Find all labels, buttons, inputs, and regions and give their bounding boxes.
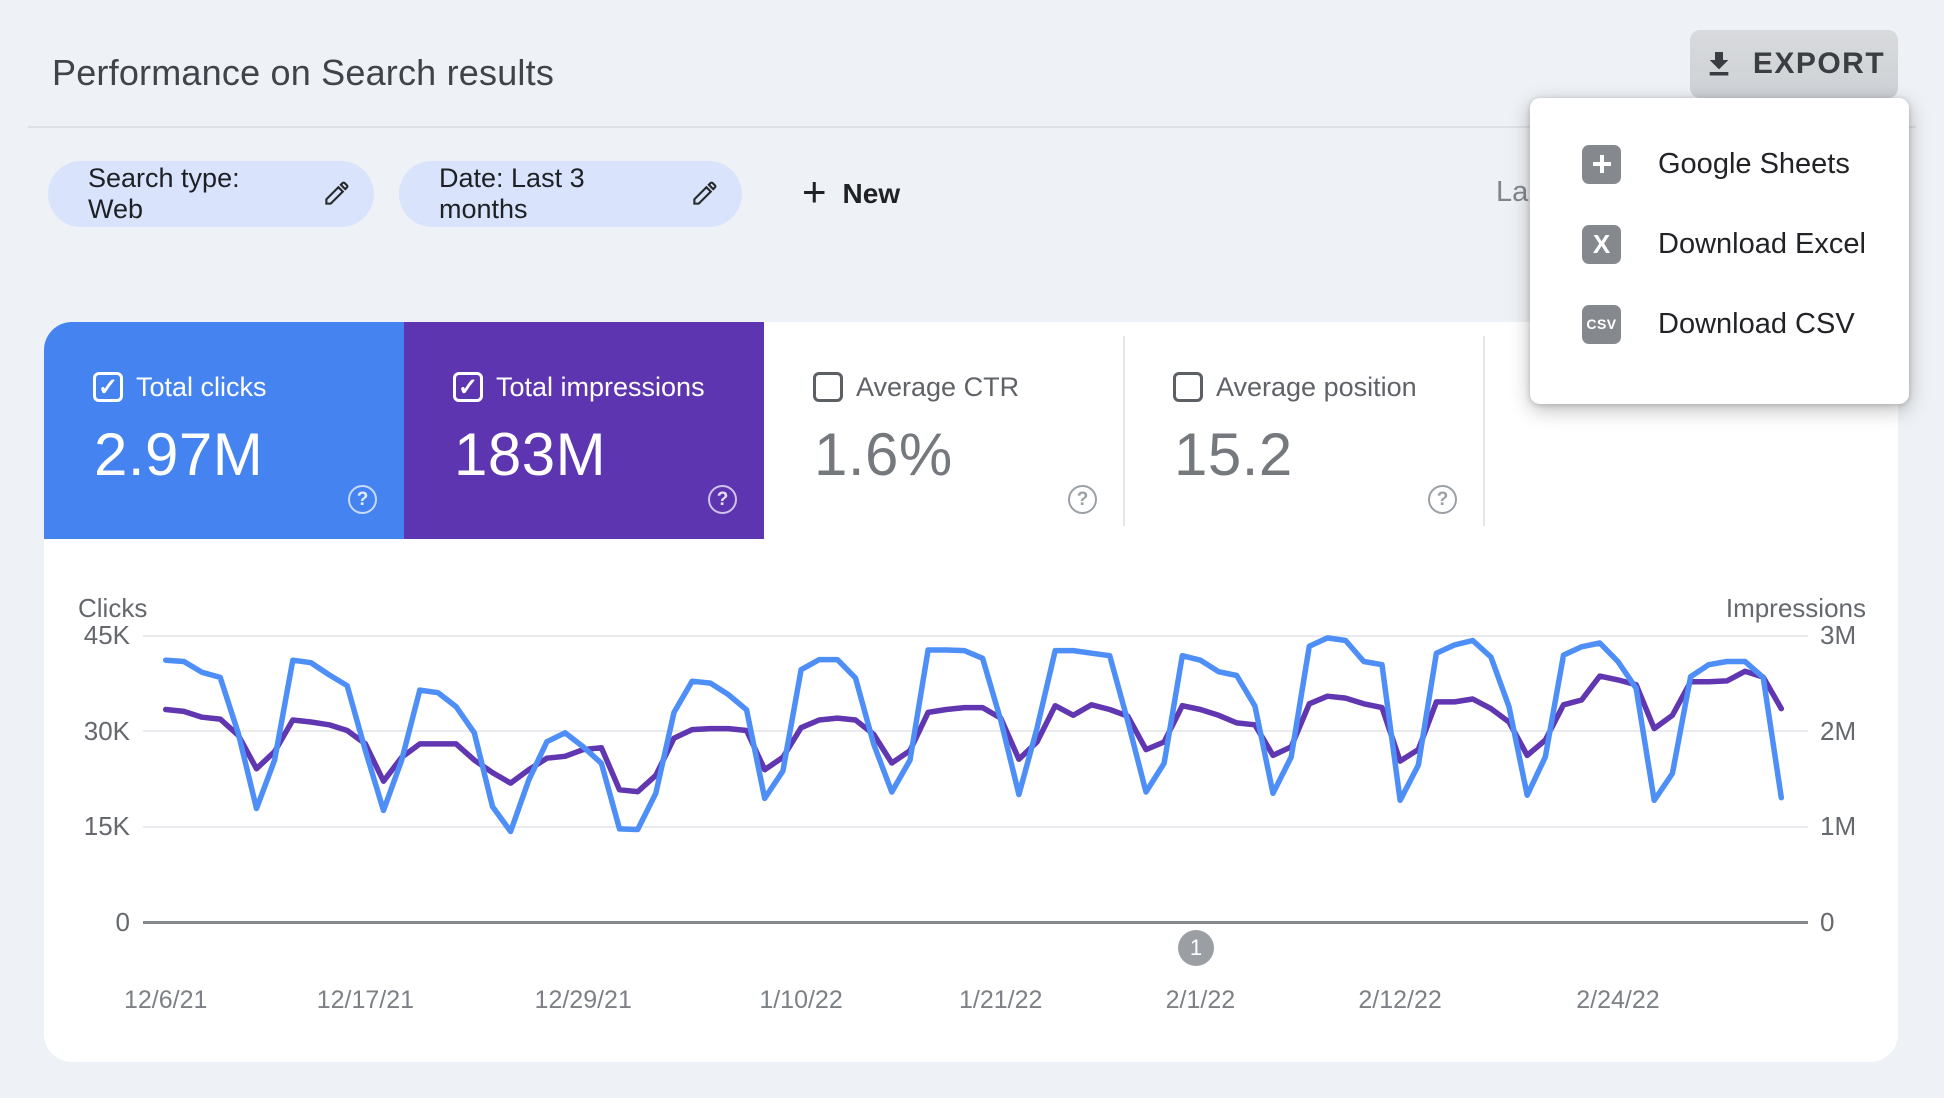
x-axis-date-label: 12/29/21	[534, 986, 632, 1014]
left-axis-tick: 0	[115, 906, 130, 937]
gridline	[143, 730, 1808, 732]
x-axis-date-label: 2/24/22	[1576, 986, 1660, 1014]
menu-item-google-sheets[interactable]: Google Sheets	[1530, 124, 1909, 204]
x-axis-date-label: 2/1/22	[1165, 986, 1236, 1014]
right-axis-tick: 1M	[1820, 811, 1857, 841]
page-title: Performance on Search results	[52, 52, 555, 93]
x-axis-date-label: 2/12/22	[1358, 986, 1442, 1014]
right-axis-tick: 3M	[1820, 620, 1857, 650]
average-position-checkbox[interactable]	[1173, 372, 1203, 402]
left-axis-tick: 30K	[83, 715, 130, 746]
total-clicks-checkbox[interactable]	[93, 372, 123, 402]
metric-card-average-position[interactable]: Average position 15.2 ?	[1124, 322, 1484, 539]
metric-label: Total clicks	[136, 371, 267, 402]
export-dropdown-menu: Google Sheets X Download Excel CSV Downl…	[1530, 98, 1909, 404]
new-filter-label: New	[842, 178, 901, 209]
help-icon[interactable]: ?	[1068, 485, 1097, 514]
search-type-chip[interactable]: Search type: Web	[48, 161, 374, 227]
clicks-line	[162, 635, 1785, 835]
metric-label: Average CTR	[856, 371, 1020, 402]
total-impressions-checkbox[interactable]	[453, 372, 483, 402]
menu-item-label: Download CSV	[1658, 307, 1855, 340]
menu-item-label: Download Excel	[1658, 227, 1866, 260]
help-icon[interactable]: ?	[708, 485, 737, 514]
performance-card: Total clicks 2.97M ? Total impressions 1…	[44, 322, 1898, 1062]
new-filter-button[interactable]: + New	[790, 161, 912, 227]
left-axis-tick: 45K	[83, 620, 130, 650]
excel-icon: X	[1582, 224, 1621, 264]
metric-value: 15.2	[1174, 421, 1293, 488]
metric-value: 1.6%	[814, 421, 953, 488]
help-icon[interactable]: ?	[348, 485, 377, 514]
menu-item-download-excel[interactable]: X Download Excel	[1530, 204, 1909, 284]
metric-value: 2.97M	[94, 421, 264, 488]
edit-pencil-icon[interactable]	[690, 180, 718, 208]
card-divider	[1123, 336, 1125, 526]
x-axis-date-label: 1/21/22	[959, 986, 1043, 1014]
export-button[interactable]: EXPORT	[1690, 30, 1898, 98]
plus-icon: +	[802, 168, 827, 215]
last-updated-text-truncated: La	[1496, 176, 1529, 208]
x-axis-zero-line	[143, 921, 1808, 924]
date-filter-chip[interactable]: Date: Last 3 months	[399, 161, 742, 227]
search-type-chip-label: Search type: Web	[88, 163, 240, 224]
metric-card-average-ctr[interactable]: Average CTR 1.6% ?	[764, 322, 1124, 539]
gridline	[143, 826, 1808, 828]
metric-label: Average position	[1216, 371, 1417, 402]
metric-label: Total impressions	[496, 371, 705, 402]
header-divider	[28, 126, 1916, 128]
date-filter-chip-label: Date: Last 3 months	[439, 163, 585, 224]
average-ctr-checkbox[interactable]	[813, 372, 843, 402]
right-axis-title: Impressions	[1725, 593, 1866, 623]
metric-value: 183M	[454, 421, 607, 488]
left-axis-title: Clicks	[78, 593, 148, 623]
metric-card-total-clicks[interactable]: Total clicks 2.97M ?	[44, 322, 404, 539]
metric-card-total-impressions[interactable]: Total impressions 183M ?	[404, 322, 764, 539]
export-button-label: EXPORT	[1752, 47, 1886, 80]
left-axis-tick: 15K	[83, 811, 130, 841]
sheets-icon	[1582, 144, 1621, 184]
performance-chart	[162, 635, 1785, 835]
x-axis-date-label: 12/6/21	[123, 986, 208, 1014]
card-divider	[1483, 336, 1485, 526]
x-axis-date-label: 12/17/21	[316, 986, 415, 1014]
right-axis-tick: 0	[1820, 906, 1835, 937]
menu-item-download-csv[interactable]: CSV Download CSV	[1530, 284, 1909, 364]
csv-icon: CSV	[1582, 304, 1621, 344]
gridline	[143, 635, 1808, 637]
edit-pencil-icon[interactable]	[322, 180, 350, 208]
menu-item-label: Google Sheets	[1658, 147, 1850, 180]
x-axis-date-label: 1/10/22	[759, 986, 843, 1014]
chart-pagination-badge[interactable]: 1	[1178, 930, 1214, 966]
download-icon	[1703, 48, 1735, 80]
help-icon[interactable]: ?	[1428, 485, 1457, 514]
right-axis-tick: 2M	[1820, 715, 1857, 746]
